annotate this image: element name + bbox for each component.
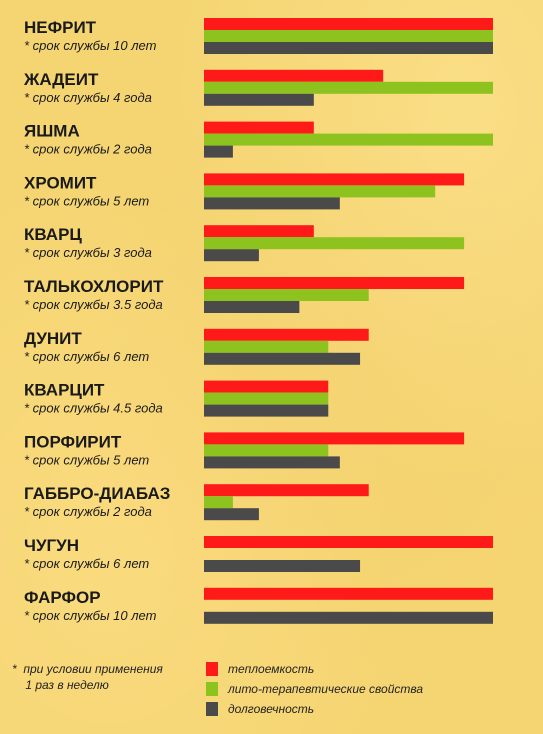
- legend-swatch: [206, 682, 218, 696]
- bar: [204, 145, 233, 158]
- stone-row: ЯШМА* срок службы 2 года: [24, 121, 493, 158]
- legend-item-durability: долговечность: [206, 699, 423, 719]
- bar: [204, 69, 384, 82]
- bar: [204, 225, 314, 238]
- legend-label: теплоемкость: [228, 662, 315, 676]
- service-life-label: * срок службы 6 лет: [24, 556, 149, 571]
- bar: [204, 197, 340, 210]
- service-life-label: * срок службы 4 года: [24, 90, 152, 105]
- stone-name-label: ЯШМА: [24, 122, 80, 141]
- service-life-label: * срок службы 3 года: [24, 245, 152, 260]
- stone-name-label: КВАРЦИТ: [24, 381, 105, 400]
- bar: [204, 456, 340, 469]
- stone-name-label: ФАРФОР: [24, 588, 101, 607]
- stone-name-label: ХРОМИТ: [24, 173, 97, 192]
- stone-row: ДУНИТ* срок службы 6 лет: [24, 328, 369, 365]
- bar: [204, 560, 361, 572]
- bar: [204, 587, 493, 600]
- stone-row: НЕФРИТ* срок службы 10 лет: [24, 18, 493, 54]
- legend: теплоемкость лито-терапевтические свойст…: [206, 659, 423, 719]
- stone-row: ТАЛЬКОХЛОРИТ* срок службы 3.5 года: [24, 277, 465, 313]
- bar: [204, 496, 233, 509]
- legend-label: лито-терапевтические свойства: [228, 682, 424, 696]
- bar: [204, 404, 329, 417]
- bar: [204, 173, 465, 186]
- service-life-label: * срок службы 5 лет: [24, 193, 149, 208]
- stone-row: ГАББРО-ДИАБАЗ* срок службы 2 года: [24, 484, 369, 521]
- stone-name-label: ТАЛЬКОХЛОРИТ: [24, 277, 164, 296]
- stone-name-label: КВАРЦ: [24, 225, 82, 244]
- legend-swatch: [206, 702, 218, 716]
- bar: [204, 611, 493, 624]
- service-life-label: * срок службы 4.5 года: [24, 401, 163, 416]
- bar: [204, 81, 493, 94]
- bar: [204, 432, 465, 445]
- bar: [204, 237, 465, 250]
- stone-row: КВАРЦ* срок службы 3 года: [24, 225, 465, 262]
- bar: [204, 301, 300, 313]
- stone-name-label: ПОРФИРИТ: [24, 432, 122, 451]
- bar: [204, 508, 259, 521]
- bar: [204, 249, 259, 262]
- legend-swatch: [206, 662, 218, 676]
- stone-name-label: НЕФРИТ: [24, 18, 97, 37]
- bar: [204, 289, 369, 301]
- stone-row: ЧУГУН* срок службы 6 лет: [24, 536, 493, 572]
- stone-name-label: ЖАДЕИТ: [23, 70, 99, 89]
- footnote: * при условии применения 1 раз в неделю: [12, 662, 163, 692]
- chart-footer: * при условии применения 1 раз в неделю …: [0, 655, 543, 734]
- legend-label: долговечность: [228, 702, 315, 716]
- stone-row: КВАРЦИТ* срок службы 4.5 года: [24, 380, 329, 417]
- bar: [204, 185, 436, 198]
- service-life-label: * срок службы 10 лет: [24, 38, 157, 53]
- stone-row: ХРОМИТ* срок службы 5 лет: [24, 173, 465, 210]
- bar: [204, 121, 314, 134]
- bar: [204, 42, 493, 54]
- stone-name-label: ЧУГУН: [24, 536, 79, 555]
- bar: [204, 30, 493, 42]
- bar: [204, 444, 329, 457]
- stone-row: ЖАДЕИТ* срок службы 4 года: [23, 69, 493, 106]
- bar: [204, 380, 329, 393]
- bar: [204, 484, 369, 497]
- bar: [204, 18, 493, 30]
- service-life-label: * срок службы 2 года: [24, 504, 152, 519]
- service-life-label: * срок службы 2 года: [24, 142, 152, 157]
- bar: [204, 277, 465, 289]
- bar: [204, 93, 314, 106]
- legend-item-heat-capacity: теплоемкость: [206, 659, 423, 679]
- service-life-label: * срок службы 5 лет: [24, 452, 149, 467]
- bar: [204, 536, 493, 548]
- bar: [204, 392, 329, 405]
- bar: [204, 352, 361, 365]
- stone-name-label: ДУНИТ: [24, 329, 82, 348]
- stone-row: ФАРФОР* срок службы 10 лет: [24, 587, 493, 624]
- bar: [204, 133, 493, 146]
- stone-name-label: ГАББРО-ДИАБАЗ: [24, 484, 170, 503]
- bar: [204, 340, 329, 353]
- service-life-label: * срок службы 10 лет: [24, 608, 157, 623]
- bar: [204, 328, 369, 341]
- service-life-label: * срок службы 6 лет: [24, 349, 149, 364]
- stone-row: ПОРФИРИТ* срок службы 5 лет: [24, 432, 465, 469]
- service-life-label: * срок службы 3.5 года: [24, 297, 163, 312]
- legend-item-lithotherapy: лито-терапевтические свойства: [206, 679, 423, 699]
